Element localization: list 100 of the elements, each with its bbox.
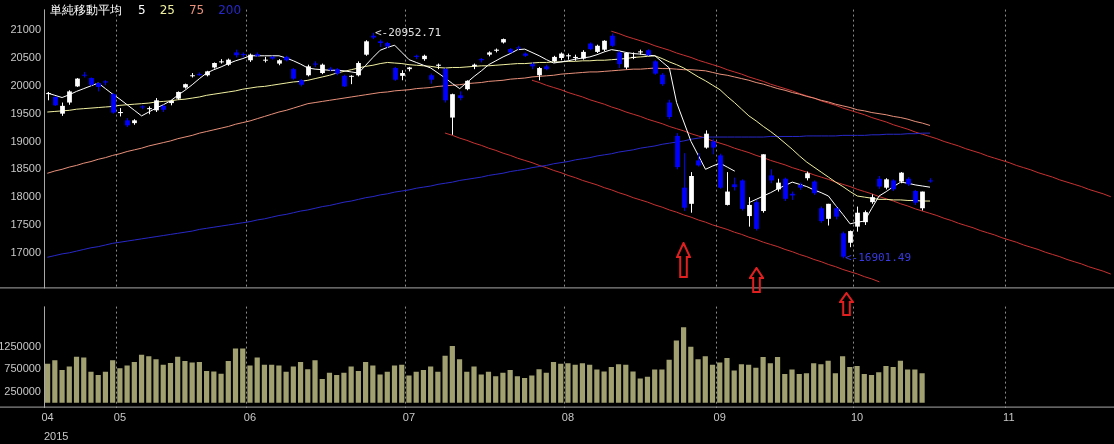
bar [630, 371, 636, 403]
y-tick-label: 250000 [4, 384, 41, 397]
bar [572, 364, 578, 403]
bar [644, 376, 651, 403]
candlestick [219, 58, 224, 65]
bar [695, 359, 701, 403]
bar [803, 373, 810, 403]
bar [825, 360, 831, 403]
text: 75 [188, 3, 205, 17]
bar [399, 364, 405, 403]
text: 200 [218, 3, 242, 17]
bar [319, 379, 325, 403]
bar [774, 357, 781, 403]
bar [334, 374, 340, 403]
bar [153, 359, 159, 403]
bar [160, 364, 166, 403]
bar [587, 364, 593, 403]
bar [478, 374, 484, 403]
bar [377, 374, 383, 403]
bar [637, 378, 643, 403]
bar [326, 372, 333, 403]
bar [601, 371, 607, 403]
bar [175, 356, 181, 403]
candlestick [111, 92, 116, 115]
bar [608, 366, 614, 403]
candlestick [928, 177, 933, 184]
y-tick-label: 19500 [10, 106, 41, 119]
bar [529, 375, 535, 403]
bar [615, 364, 622, 403]
bar [435, 371, 441, 403]
bar [232, 348, 239, 403]
bar [550, 362, 557, 403]
bar [312, 360, 318, 403]
bar [391, 365, 398, 403]
bar [832, 373, 838, 403]
candlestick [667, 99, 672, 120]
x-tick-label: 07 [402, 411, 416, 424]
candlestick [450, 93, 455, 136]
bar [890, 366, 896, 403]
bar [876, 372, 882, 403]
bar [189, 362, 195, 403]
bar [370, 365, 376, 403]
bar [724, 357, 730, 403]
bar [449, 345, 455, 403]
bar [471, 366, 477, 403]
bar [543, 372, 549, 403]
bar [254, 357, 260, 403]
bar [514, 376, 520, 403]
bar [290, 366, 296, 403]
bar [500, 372, 506, 403]
annotation: <-20952.71 [374, 25, 442, 39]
y-tick-label: 17000 [10, 245, 41, 258]
bar [297, 362, 304, 403]
bar [117, 368, 123, 403]
bar [485, 371, 492, 403]
bar [702, 356, 708, 403]
bar [110, 360, 116, 403]
bar [211, 371, 217, 403]
candlestick [841, 231, 846, 259]
bar [868, 374, 875, 403]
bar [45, 363, 51, 403]
bar [73, 356, 80, 403]
bar [652, 369, 658, 403]
bar [341, 372, 347, 403]
bar [579, 363, 586, 403]
bar [81, 357, 87, 403]
bar [131, 362, 137, 403]
y-tick-label: 21000 [10, 23, 41, 36]
bar [536, 369, 542, 403]
bar [709, 364, 716, 403]
bar [558, 363, 564, 403]
bar [659, 369, 665, 403]
bar [261, 364, 268, 403]
x-tick-label: 05 [113, 411, 127, 424]
bar [348, 366, 354, 403]
y-tick-label: 17500 [10, 217, 41, 230]
bar [919, 373, 925, 403]
y-tick-label: 18500 [10, 162, 41, 175]
bar [240, 348, 246, 403]
bar [66, 366, 72, 403]
bar [811, 363, 817, 403]
bar [594, 369, 600, 403]
bar [196, 362, 202, 403]
bar [413, 371, 419, 403]
bar [782, 374, 788, 403]
annotation: <-16901.49 [844, 251, 912, 265]
x-tick-label: 08 [561, 411, 575, 424]
candlestick [682, 152, 687, 212]
x-tick-label: 04 [41, 411, 54, 424]
bar [760, 357, 766, 403]
bar [912, 369, 918, 403]
bar [283, 371, 289, 403]
bar [420, 370, 427, 403]
bar [182, 361, 188, 403]
bar [681, 327, 687, 403]
bar [673, 340, 679, 403]
candlestick [783, 177, 788, 202]
bar [623, 364, 629, 403]
bar [522, 378, 528, 403]
bar [247, 365, 253, 403]
